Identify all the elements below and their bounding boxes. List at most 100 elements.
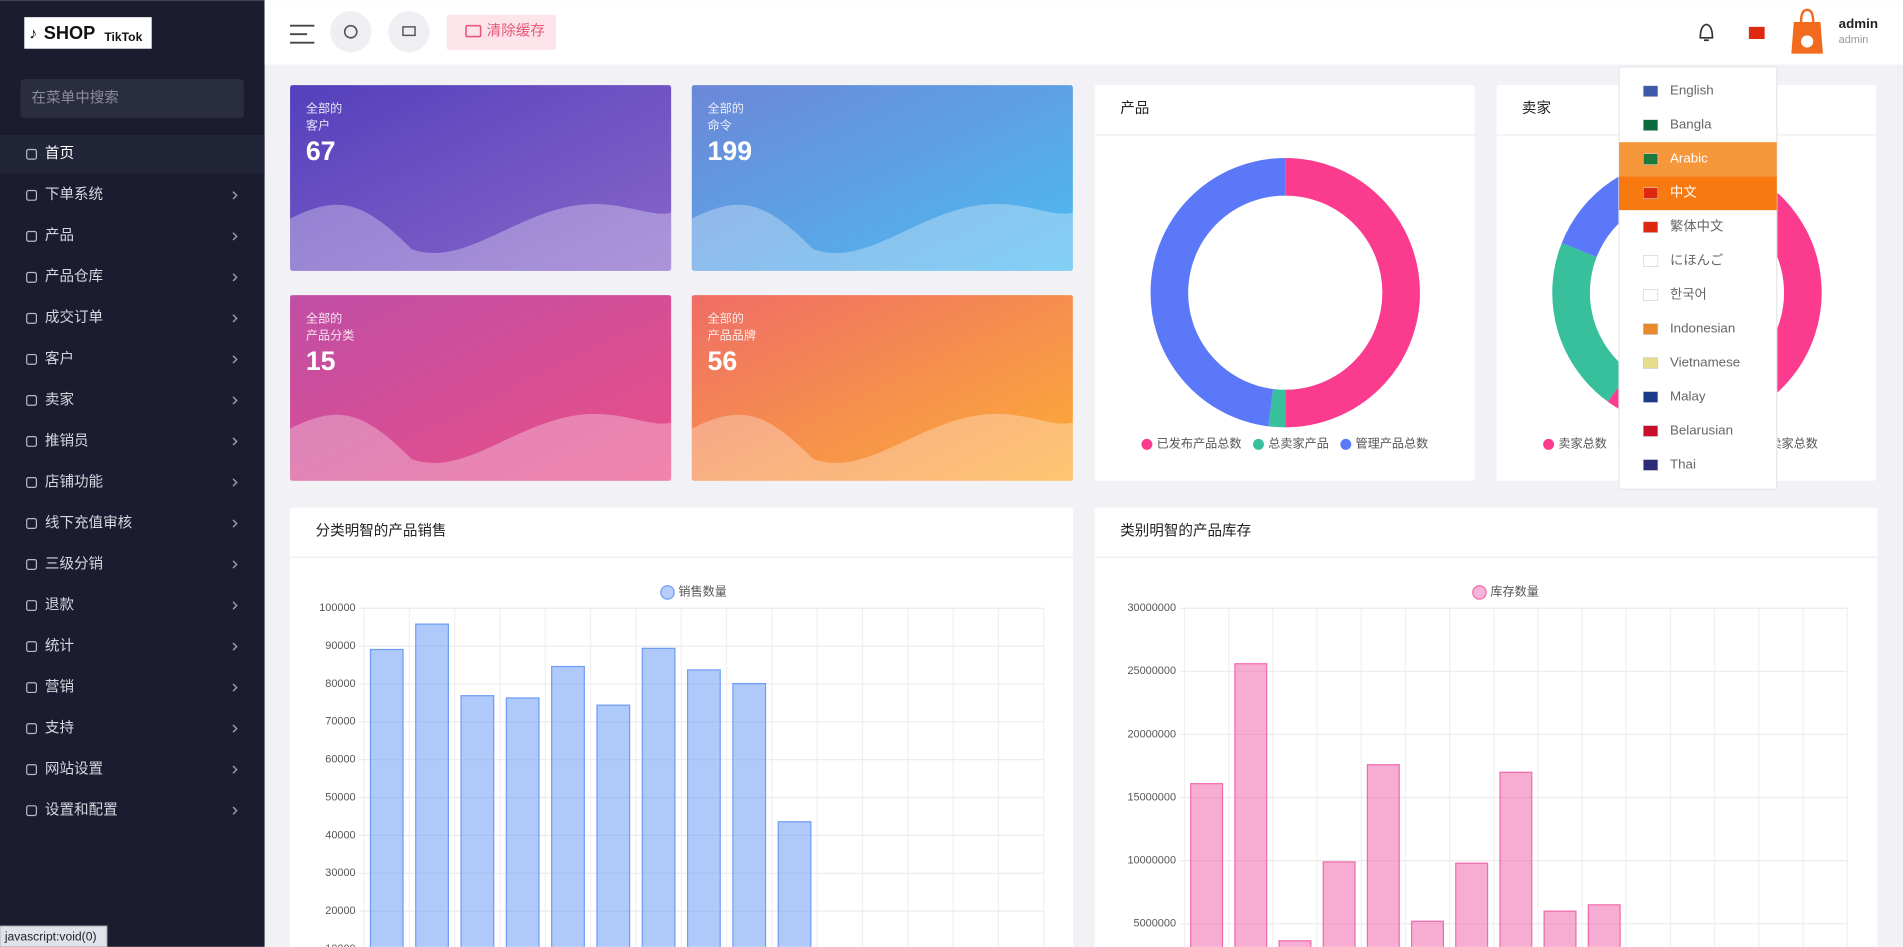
donut-slice xyxy=(1552,243,1631,402)
menu-label: 统计 xyxy=(45,637,74,654)
language-flag xyxy=(1642,323,1659,335)
flag-button[interactable] xyxy=(1748,26,1765,40)
menu-icon xyxy=(26,394,38,406)
menu-item[interactable]: 推销员 xyxy=(26,432,238,449)
language-flag xyxy=(1642,255,1659,267)
bar xyxy=(1410,920,1445,947)
menu-item[interactable]: 产品 xyxy=(26,227,238,244)
menu-chevron xyxy=(232,314,238,323)
menu-item[interactable]: 客户 xyxy=(26,350,238,367)
menu-icon xyxy=(26,230,38,242)
menu-chevron xyxy=(232,478,238,487)
menu-item[interactable]: 卖家 xyxy=(26,391,238,408)
menu-icon xyxy=(26,271,38,283)
stat-line2: 产品品牌 xyxy=(708,329,757,343)
language-item[interactable]: Malay xyxy=(1642,389,1706,404)
language-item[interactable]: Belarusian xyxy=(1642,423,1733,438)
stat-wave xyxy=(691,203,1073,271)
menu-label: 客户 xyxy=(45,350,74,367)
y-tick-label: 90000 xyxy=(325,640,355,652)
language-item[interactable]: Indonesian xyxy=(1642,321,1735,336)
menu-label: 店铺功能 xyxy=(45,473,103,490)
language-item[interactable]: Thai xyxy=(1642,457,1696,472)
panel-title: 类别明智的产品库存 xyxy=(1120,523,1251,540)
stat-card-bg xyxy=(290,85,672,271)
bell-icon[interactable] xyxy=(1699,23,1714,42)
stat-value: 15 xyxy=(306,346,336,376)
menu-item[interactable]: 店铺功能 xyxy=(26,473,238,490)
menu-item[interactable]: 成交订单 xyxy=(26,308,238,326)
logo-sub: TikTok xyxy=(104,30,142,44)
menu-label: 成交订单 xyxy=(45,308,103,326)
menu-chevron xyxy=(232,355,238,364)
language-flag xyxy=(1642,357,1659,369)
bar xyxy=(732,682,767,947)
bar xyxy=(596,704,631,947)
menu-item[interactable]: 首页 xyxy=(0,134,265,174)
menu-label: 三级分销 xyxy=(45,555,103,572)
language-flag xyxy=(1642,459,1659,471)
language-item[interactable]: Vietnamese xyxy=(1642,355,1740,370)
menu-icon xyxy=(26,148,38,160)
menu-label: 设置和配置 xyxy=(45,801,118,818)
language-label: Malay xyxy=(1670,389,1706,404)
language-flag xyxy=(1642,289,1659,301)
menu-label: 网站设置 xyxy=(45,760,103,777)
menu-item[interactable]: 线下充值审核 xyxy=(26,514,238,531)
stat-value: 199 xyxy=(708,136,753,166)
logo-main: SHOP xyxy=(44,23,96,43)
menu-item[interactable]: 三级分销 xyxy=(26,555,238,572)
y-tick-label: 50000 xyxy=(325,791,355,803)
menu-item[interactable]: 统计 xyxy=(26,637,238,654)
language-flag xyxy=(1642,221,1659,233)
status-text: javascript:void(0) xyxy=(4,929,97,943)
menu-label: 推销员 xyxy=(45,432,89,449)
clear-cache-button[interactable] xyxy=(446,14,556,50)
menu-item[interactable]: 支持 xyxy=(26,719,238,736)
y-tick-label: 20000 xyxy=(325,905,355,917)
menu-chevron xyxy=(232,519,238,528)
language-flag xyxy=(1642,425,1659,437)
menu-item[interactable]: 设置和配置 xyxy=(26,801,238,818)
language-label: にほんご xyxy=(1670,253,1723,268)
menu-toggle[interactable] xyxy=(290,24,315,44)
print-button[interactable] xyxy=(388,11,430,53)
language-label: English xyxy=(1670,83,1714,98)
search-box[interactable] xyxy=(20,79,244,118)
stat-line1: 全部的 xyxy=(708,311,744,326)
menu-icon xyxy=(26,518,38,529)
language-item[interactable]: English xyxy=(1642,83,1714,98)
menu-item[interactable]: 下单系统 xyxy=(26,186,238,203)
menu-icon xyxy=(26,723,38,735)
globe-button[interactable] xyxy=(330,11,372,53)
language-flag xyxy=(1642,153,1659,165)
search-placeholder: 在菜单中搜索 xyxy=(32,89,119,106)
menu-icon xyxy=(26,312,38,324)
menu-chevron xyxy=(232,560,238,569)
stat-card-bg xyxy=(290,295,672,481)
bar xyxy=(1190,783,1224,947)
menu-item[interactable]: 退款 xyxy=(26,596,238,613)
language-item[interactable]: にほんご xyxy=(1642,253,1723,268)
language-item[interactable]: Arabic xyxy=(1619,142,1777,177)
avatar-dot xyxy=(1801,35,1814,48)
menu-item[interactable]: 营销 xyxy=(26,678,238,695)
stat-wave xyxy=(290,203,672,271)
language-item[interactable]: 繁体中文 xyxy=(1642,219,1723,234)
menu-chevron xyxy=(232,765,238,774)
y-tick-label: 80000 xyxy=(325,678,355,690)
bar xyxy=(1366,764,1400,947)
logo-box xyxy=(24,17,152,49)
language-item[interactable]: Bangla xyxy=(1642,117,1712,132)
legend-label: 管理产品总数 xyxy=(1356,436,1429,451)
menu-item[interactable]: 网站设置 xyxy=(26,760,238,777)
menu-icon xyxy=(26,477,38,488)
language-item[interactable]: 한국어 xyxy=(1642,287,1707,302)
language-item[interactable]: 中文 xyxy=(1619,176,1777,211)
menu-item[interactable]: 产品仓库 xyxy=(26,268,238,285)
menu-chevron xyxy=(232,191,238,200)
